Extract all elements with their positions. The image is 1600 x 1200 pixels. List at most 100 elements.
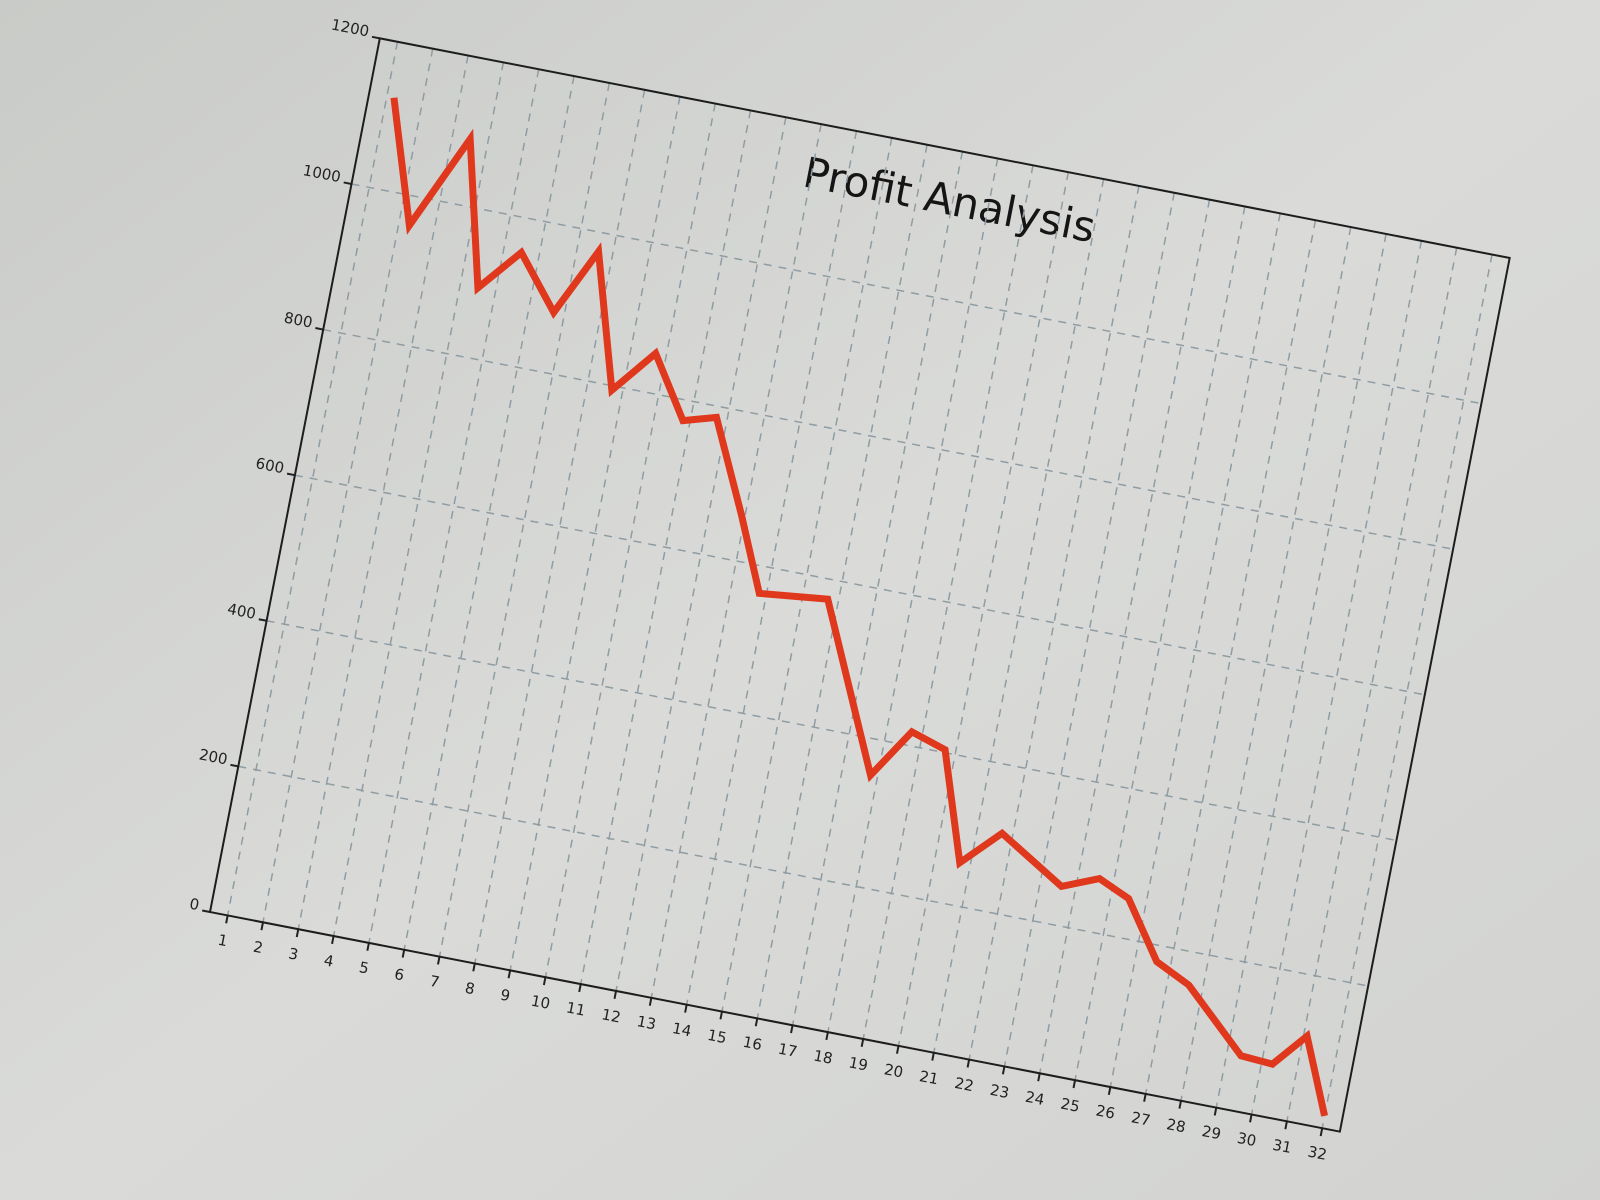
x-tick — [860, 1038, 865, 1048]
x-tick-label: 24 — [1024, 1088, 1046, 1109]
plot-frame — [208, 37, 1511, 1133]
y-tick-label: 800 — [282, 309, 314, 332]
grid-line — [791, 151, 964, 1026]
y-tick — [286, 472, 296, 477]
x-tick — [1037, 1073, 1041, 1082]
x-tick — [931, 1052, 935, 1061]
x-tick-label: 2 — [252, 938, 265, 957]
grid-line — [1286, 247, 1458, 1122]
grid-line — [756, 144, 928, 1019]
x-tick-label: 5 — [358, 958, 371, 977]
x-tick — [401, 949, 406, 958]
x-tick-label: 26 — [1094, 1101, 1116, 1122]
y-tick — [371, 35, 381, 40]
grid-line — [351, 183, 1482, 405]
x-tick — [684, 1004, 688, 1013]
x-tick-label: 27 — [1130, 1108, 1152, 1129]
grid-line — [1144, 220, 1317, 1095]
y-tick — [201, 909, 211, 913]
grid-line — [1215, 233, 1387, 1108]
grid-line — [827, 158, 999, 1033]
grid-line — [544, 103, 716, 978]
data-line — [390, 97, 1329, 1117]
x-tick — [295, 928, 300, 938]
y-tick-label: 200 — [198, 745, 230, 768]
x-tick-label: 9 — [499, 986, 512, 1005]
x-tick — [1319, 1127, 1324, 1137]
grid-line — [438, 82, 611, 957]
x-tick-label: 31 — [1271, 1136, 1293, 1157]
x-tick — [225, 915, 229, 924]
x-tick — [1284, 1121, 1288, 1130]
x-tick-label: 25 — [1059, 1095, 1081, 1116]
grid-line — [933, 178, 1105, 1053]
x-tick-label: 23 — [988, 1081, 1010, 1102]
y-tick-label: 400 — [226, 600, 258, 623]
grid-line — [1038, 199, 1211, 1074]
x-tick-label: 13 — [635, 1012, 657, 1033]
grid-line — [474, 89, 646, 964]
grid-line — [1321, 254, 1493, 1129]
x-tick — [719, 1011, 723, 1020]
grid-line — [968, 185, 1140, 1060]
x-tick-label: 17 — [777, 1040, 799, 1061]
grid-line — [685, 130, 858, 1005]
grid-line — [332, 62, 505, 937]
grid-line — [1109, 213, 1281, 1088]
grid-line — [579, 110, 752, 985]
x-tick-label: 16 — [741, 1033, 763, 1054]
x-tick-label: 6 — [393, 965, 406, 984]
grid-line — [297, 55, 469, 930]
x-tick — [1072, 1079, 1077, 1089]
x-tick — [754, 1018, 759, 1027]
x-tick — [331, 935, 335, 945]
grid-line — [650, 123, 822, 998]
x-tick-label: 8 — [464, 979, 477, 998]
x-tick — [436, 956, 441, 965]
x-tick — [1249, 1114, 1253, 1123]
x-tick-label: 22 — [953, 1074, 975, 1095]
grid-line — [294, 474, 1425, 696]
grid-line — [1250, 240, 1423, 1115]
x-tick — [1107, 1086, 1112, 1096]
x-tick-label: 11 — [565, 998, 587, 1019]
grid-line — [226, 41, 399, 916]
y-tick — [258, 618, 267, 622]
y-tick — [343, 181, 352, 185]
grid-line — [403, 75, 575, 950]
x-tick — [578, 983, 582, 993]
x-tick — [1178, 1100, 1182, 1109]
grid-line — [509, 96, 681, 971]
x-tick — [260, 922, 264, 931]
x-tick-label: 1 — [216, 931, 229, 950]
x-tick-label: 19 — [847, 1053, 869, 1074]
x-tick — [472, 963, 476, 972]
x-tick — [648, 997, 653, 1006]
x-tick — [1001, 1066, 1006, 1075]
x-tick-label: 14 — [671, 1019, 693, 1040]
y-tick — [315, 327, 324, 331]
grid-line — [721, 137, 893, 1012]
x-tick — [825, 1031, 829, 1041]
x-tick-label: 10 — [529, 992, 551, 1013]
x-tick-label: 4 — [322, 951, 335, 970]
x-tick-label: 30 — [1236, 1129, 1258, 1150]
grid-line — [1074, 206, 1246, 1081]
x-tick — [1143, 1093, 1147, 1102]
x-tick — [542, 977, 547, 986]
grid-line — [266, 620, 1397, 842]
x-tick-label: 28 — [1165, 1115, 1187, 1136]
x-tick — [613, 990, 618, 999]
x-tick-label: 21 — [918, 1067, 940, 1088]
grid-line — [615, 117, 787, 992]
y-tick — [230, 763, 239, 768]
x-tick — [366, 942, 370, 951]
x-tick-label: 18 — [812, 1046, 834, 1067]
y-tick-label: 600 — [254, 454, 286, 477]
grid-line — [262, 48, 434, 923]
x-tick — [1213, 1107, 1218, 1116]
x-tick-label: 20 — [883, 1060, 905, 1081]
x-tick-label: 7 — [428, 972, 441, 991]
